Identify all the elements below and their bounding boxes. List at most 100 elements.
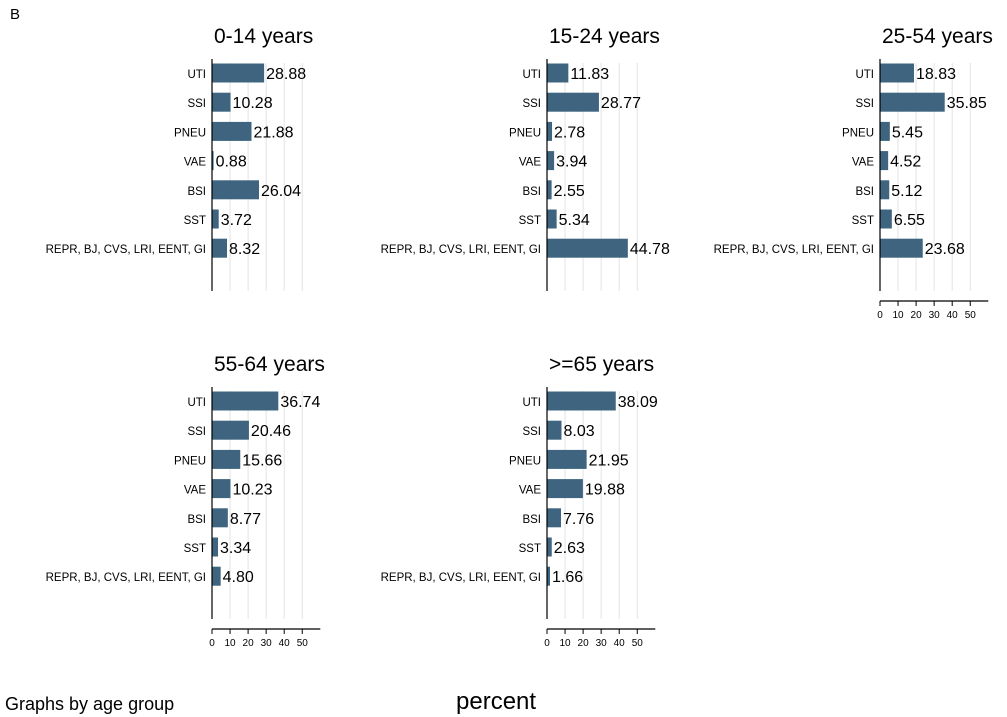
value-label: 5.12 [891,183,922,200]
value-label: 5.34 [559,212,590,229]
x-tick-label: 10 [892,310,904,321]
category-label: PNEU [174,127,206,139]
value-label: 2.55 [554,183,585,200]
panel-title: >=65 years [549,353,654,376]
category-label: REPR, BJ, CVS, LRI, EENT, GI [714,244,874,256]
bar [547,479,583,499]
value-label: 15.66 [242,452,282,469]
value-label: 4.80 [223,569,254,586]
category-label: BSI [522,514,541,526]
value-label: 11.83 [570,66,609,83]
bar [547,566,550,586]
bar [547,449,587,469]
bar [547,420,562,440]
value-label: 4.52 [890,154,921,171]
category-label: VAE [852,157,874,169]
bar [212,238,228,258]
bar [547,63,569,83]
value-label: 28.77 [601,95,641,112]
value-label: 38.09 [618,394,658,411]
value-label: 1.66 [552,569,583,586]
bar [547,508,562,528]
bar [547,92,599,112]
bar [212,449,241,469]
category-label: PNEU [509,127,541,139]
value-label: 3.34 [220,540,251,557]
category-label: UTI [522,397,541,409]
x-tick-label: 50 [965,310,977,321]
category-label: UTI [187,69,206,81]
value-label: 35.85 [947,95,987,112]
category-label: SST [184,543,206,555]
x-tick-label: 20 [578,638,590,649]
x-tick-label: 20 [243,638,255,649]
x-tick-label: 40 [614,638,626,649]
value-label: 21.95 [589,452,629,469]
category-label: BSI [187,514,206,526]
value-label: 8.77 [230,511,261,528]
category-label: VAE [184,157,206,169]
x-tick-label: 30 [596,638,608,649]
category-label: VAE [519,485,541,497]
category-label: SSI [522,98,541,110]
value-label: 23.68 [925,241,965,258]
bar [212,92,231,112]
bar [212,121,252,141]
value-label: 3.72 [221,212,252,229]
category-label: SST [852,215,874,227]
panel-title: 55-64 years [214,353,325,376]
category-label: PNEU [509,455,541,467]
category-label: BSI [187,186,206,198]
bar [212,209,219,229]
category-label: REPR, BJ, CVS, LRI, EENT, GI [381,572,541,584]
panel-label: B [10,6,21,23]
value-label: 28.88 [266,66,306,83]
bar [212,180,260,200]
x-axis-title: percent [456,688,537,715]
bar [212,420,249,440]
bar [880,121,890,141]
value-label: 8.32 [229,241,260,258]
panel-title: 15-24 years [549,25,660,48]
category-label: BSI [855,186,874,198]
value-label: 0.88 [216,154,247,171]
bar [547,209,557,229]
panel-title: 25-54 years [882,25,993,48]
category-label: SSI [522,426,541,438]
x-tick-label: 50 [297,638,309,649]
x-tick-label: 0 [544,638,550,649]
category-label: VAE [519,157,541,169]
bar [880,238,923,258]
value-label: 21.88 [253,124,293,141]
value-label: 44.78 [630,241,670,258]
x-tick-label: 0 [877,310,883,321]
category-label: REPR, BJ, CVS, LRI, EENT, GI [381,244,541,256]
x-tick-label: 0 [209,638,215,649]
bar [547,121,553,141]
bar [880,209,892,229]
category-label: SSI [187,426,206,438]
panel-2: 15-24 years UTI 11.83 SSI 28.77 PNEU 2.78 VAE 3.… [381,25,670,291]
graphs-note: Graphs by age group [5,694,175,714]
category-label: SSI [187,98,206,110]
x-tick-label: 10 [559,638,571,649]
value-label: 20.46 [251,423,291,440]
category-label: UTI [522,69,541,81]
bar [212,63,265,83]
value-label: 18.83 [916,66,956,83]
category-label: REPR, BJ, CVS, LRI, EENT, GI [46,244,206,256]
bar [880,151,889,171]
category-label: VAE [184,485,206,497]
bar [212,566,221,586]
value-label: 10.23 [232,482,272,499]
value-label: 8.03 [563,423,594,440]
category-label: SST [519,215,541,227]
x-tick-label: 30 [929,310,941,321]
bar [212,479,231,499]
panel-5: >=65 years UTI 38.09 SSI 8.03 PNEU 21.95 VAE 19.… [381,353,658,649]
value-label: 10.28 [233,95,273,112]
category-label: UTI [855,69,874,81]
bar [547,391,616,411]
category-label: SSI [855,98,874,110]
